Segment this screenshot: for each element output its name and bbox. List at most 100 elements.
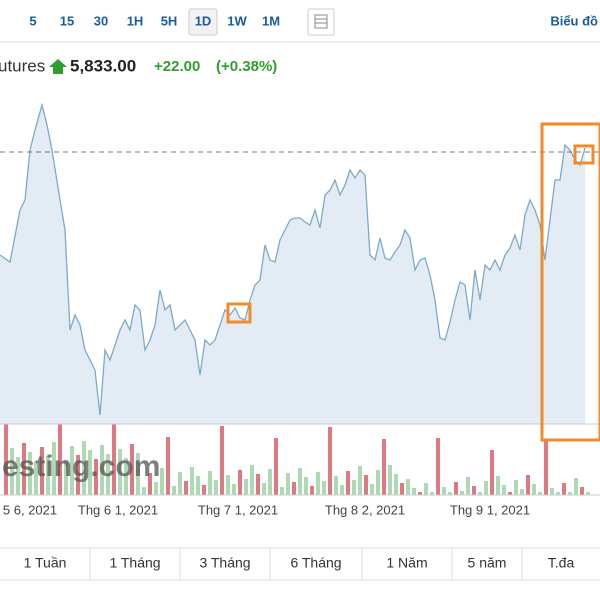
volume-bar [160, 468, 164, 495]
volume-bar [64, 460, 68, 495]
volume-bar [268, 469, 272, 495]
volume-bar [424, 483, 428, 495]
volume-bar [22, 443, 26, 495]
volume-bar [382, 439, 386, 495]
volume-bar [124, 458, 128, 495]
volume-bar [352, 480, 356, 495]
volume-bar [484, 481, 488, 495]
volume-bar [82, 441, 86, 495]
volume-bar [274, 438, 278, 495]
volume-bar [304, 477, 308, 495]
volume-bar [460, 491, 464, 495]
up-arrow [49, 59, 67, 74]
volume-bar [394, 474, 398, 495]
interval-button[interactable]: 1H [127, 13, 144, 28]
volume-bar [286, 473, 290, 495]
x-axis-label: Thg 6 1, 2021 [78, 502, 158, 517]
volume-bar [262, 483, 266, 495]
volume-bar [400, 483, 404, 495]
volume-bar [40, 447, 44, 495]
volume-bar [298, 468, 302, 495]
volume-bar [202, 485, 206, 495]
volume-bars [4, 400, 590, 495]
interval-button[interactable]: 1M [262, 13, 280, 28]
volume-bar [52, 442, 56, 495]
volume-bar [478, 492, 482, 495]
volume-bar [574, 478, 578, 495]
volume-bar [586, 492, 590, 495]
interval-button[interactable]: 15 [60, 13, 74, 28]
volume-bar [388, 465, 392, 495]
volume-bar [118, 449, 122, 495]
volume-bar [364, 475, 368, 495]
volume-bar [28, 452, 32, 495]
volume-bar [178, 472, 182, 495]
volume-bar [562, 483, 566, 495]
range-button[interactable]: 5 năm [468, 555, 507, 571]
volume-bar [244, 479, 248, 495]
volume-bar [226, 475, 230, 495]
range-button[interactable]: 6 Tháng [290, 555, 341, 571]
volume-bar [580, 487, 584, 495]
interval-button[interactable]: 5H [161, 13, 178, 28]
volume-bar [442, 487, 446, 495]
volume-bar [550, 488, 554, 495]
volume-bar [340, 485, 344, 495]
highlight-box [573, 144, 595, 165]
price-line [0, 102, 586, 416]
volume-bar [532, 484, 536, 495]
volume-bar [148, 473, 152, 495]
volume-bar [406, 479, 410, 495]
volume-bar [412, 488, 416, 495]
volume-bar [520, 489, 524, 495]
volume-bar [154, 482, 158, 495]
volume-bar [334, 476, 338, 495]
instrument-name: utures [0, 56, 45, 75]
range-button[interactable]: 1 Tháng [109, 555, 160, 571]
volume-bar [466, 477, 470, 495]
range-button[interactable]: 1 Tuần [24, 555, 67, 571]
x-axis-label: 5 6, 2021 [3, 502, 57, 517]
chart-settings-button[interactable] [307, 8, 335, 36]
range-button[interactable]: 1 Năm [386, 555, 427, 571]
interval-button[interactable]: 5 [29, 13, 36, 28]
volume-bar [544, 439, 548, 495]
volume-bar [4, 422, 8, 495]
range-button[interactable]: 3 Tháng [199, 555, 250, 571]
volume-bar [100, 445, 104, 495]
volume-bar [454, 482, 458, 495]
volume-bar [214, 480, 218, 495]
volume-bar [172, 486, 176, 495]
volume-bar [418, 492, 422, 495]
volume-bar [136, 453, 140, 495]
volume-bar [280, 487, 284, 495]
volume-bar [196, 476, 200, 495]
volume-bar [568, 492, 572, 495]
volume-bar [10, 448, 14, 495]
volume-bar [490, 450, 494, 495]
volume-bar [514, 480, 518, 495]
volume-bar [370, 484, 374, 495]
interval-button[interactable]: 1D [195, 13, 212, 28]
volume-bar [88, 450, 92, 495]
volume-bar [526, 475, 530, 495]
volume-bar [502, 485, 506, 495]
volume-bar [322, 481, 326, 495]
change-percent: (+0.38%) [216, 58, 277, 75]
volume-bar [250, 465, 254, 495]
volume-bar [208, 471, 212, 495]
chart-link[interactable]: Biểu đồ [550, 13, 598, 28]
volume-bar [34, 461, 38, 495]
volume-bar [376, 470, 380, 495]
volume-bar [190, 467, 194, 495]
price-area [0, 105, 585, 424]
volume-bar [430, 492, 434, 495]
interval-button[interactable]: 30 [94, 13, 108, 28]
volume-bar [436, 438, 440, 495]
volume-bar [538, 492, 542, 495]
range-button[interactable]: T.đa [548, 555, 575, 571]
volume-bar [292, 482, 296, 495]
x-axis-label: Thg 8 2, 2021 [325, 502, 405, 517]
interval-button[interactable]: 1W [227, 13, 247, 28]
